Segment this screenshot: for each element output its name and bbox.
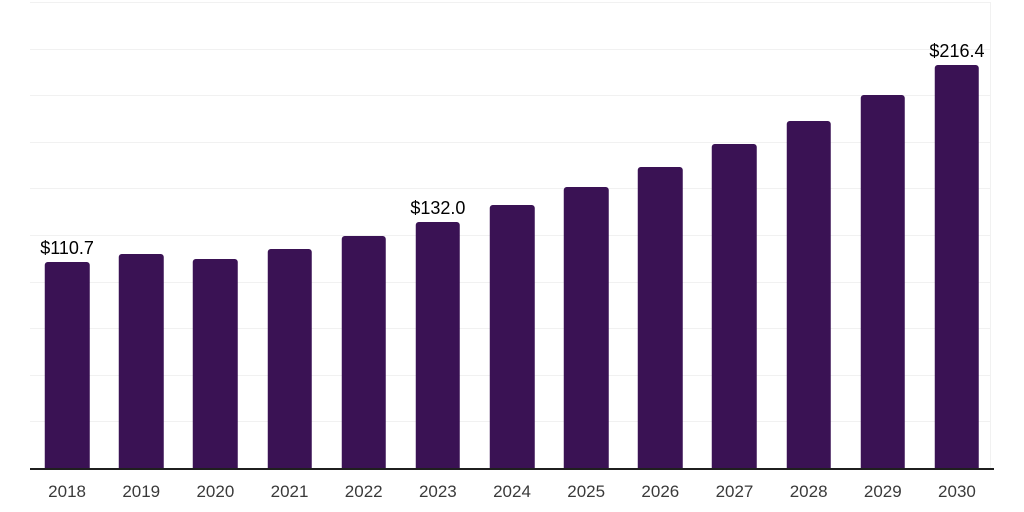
- bar-column-2028: [772, 2, 846, 468]
- x-tick-label-2020: 2020: [196, 482, 235, 501]
- bar-column-2027: [697, 2, 771, 468]
- bars-layer: $110.7 $132.0 $216.4: [30, 2, 994, 468]
- gridline: [30, 188, 991, 190]
- x-tick-label-2019: 2019: [122, 482, 161, 501]
- x-tick-label-2027: 2027: [715, 482, 754, 501]
- bar-2029: [860, 94, 906, 468]
- bar-column-2023: $132.0: [401, 2, 475, 468]
- x-tick-label-2030: 2030: [938, 482, 976, 501]
- x-tick-label-2029: 2029: [863, 482, 902, 501]
- bar-2022: [341, 235, 386, 468]
- bar-2020: [193, 258, 238, 468]
- bar-value-label-2030: $216.4: [929, 40, 985, 61]
- x-tick-label-2018: 2018: [48, 482, 86, 501]
- x-tick-label-2028: 2028: [789, 482, 828, 501]
- bar-value-label-2023: $132.0: [410, 197, 466, 218]
- x-tick-label-2023: 2023: [418, 482, 457, 501]
- bar-column-2020: [178, 2, 252, 468]
- plot-area: $110.7 $132.0 $216.4: [30, 2, 994, 470]
- bar-column-2026: [623, 2, 697, 468]
- gridline: [30, 95, 991, 97]
- bar-column-2019: [104, 2, 178, 468]
- bar-2021: [267, 248, 312, 468]
- x-axis-labels: 2018 2019 2020 2021 2022 2023 2024 2025 2026 2027…: [30, 482, 994, 502]
- bar-2018: [44, 261, 90, 468]
- x-tick-label-2025: 2025: [567, 482, 606, 501]
- bar-2028: [786, 121, 831, 468]
- x-tick-label-2024: 2024: [493, 482, 531, 501]
- gridline: [30, 2, 991, 3]
- bar-column-2025: [549, 2, 623, 468]
- x-tick-label-2021: 2021: [270, 482, 309, 501]
- bar-column-2029: [846, 2, 920, 468]
- bar-column-2022: [327, 2, 401, 468]
- bar-2019: [118, 253, 164, 468]
- right-edge-gridline: [990, 2, 991, 468]
- bar-column-2024: [475, 2, 549, 468]
- x-tick-label-2022: 2022: [344, 482, 383, 501]
- bar-2025: [563, 186, 609, 468]
- x-tick-label-2026: 2026: [641, 482, 680, 501]
- bar-2023: [415, 221, 461, 468]
- bar-2024: [489, 205, 535, 468]
- bar-column-2018: $110.7: [30, 2, 104, 468]
- gridline: [30, 48, 991, 50]
- bar-2026: [638, 166, 683, 468]
- bar-2030: [934, 64, 980, 468]
- gridline: [30, 141, 991, 143]
- bar-2027: [712, 144, 757, 468]
- bar-column-2030: $216.4: [920, 2, 994, 468]
- bar-value-label-2018: $110.7: [40, 237, 94, 258]
- bar-column-2021: [252, 2, 326, 468]
